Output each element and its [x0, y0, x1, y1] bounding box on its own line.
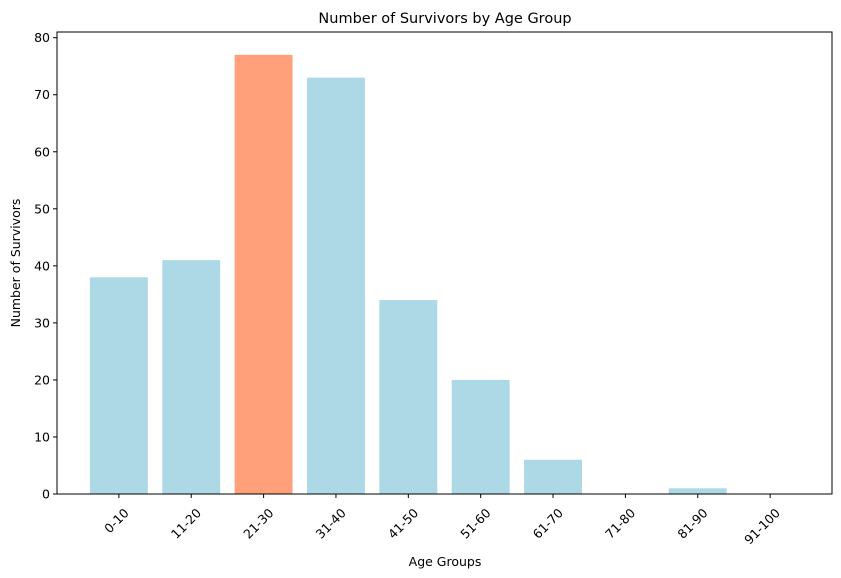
x-axis-ticks: 0-10 11-20 21-30 31-40 41-50 51-60 61-70 71-80 8…: [101, 494, 783, 547]
y-tick-label: 70: [34, 87, 50, 102]
y-tick-label: 50: [34, 201, 50, 216]
bar-21-30: [234, 54, 293, 494]
y-tick-label: 10: [34, 429, 50, 444]
y-axis-ticks: 0 10 20 30 40 50 60 70 80: [34, 30, 57, 502]
x-tick-label: 71-80: [602, 505, 638, 541]
bar-51-60: [451, 379, 510, 494]
x-tick-label: 81-90: [674, 505, 710, 541]
bar-81-90: [668, 488, 727, 494]
x-tick-label: 51-60: [457, 505, 493, 541]
y-axis-label: Number of Survivors: [8, 199, 23, 328]
chart-title: Number of Survivors by Age Group: [318, 11, 571, 27]
x-tick-label: 31-40: [313, 505, 349, 541]
y-tick-label: 0: [42, 487, 50, 502]
x-tick-label: 91-100: [741, 505, 783, 547]
bar-31-40: [307, 77, 365, 494]
x-tick-label: 0-10: [101, 505, 132, 536]
y-tick-label: 20: [34, 372, 50, 387]
x-tick-label: 11-20: [168, 505, 204, 541]
bar-61-70: [524, 459, 582, 494]
x-tick-label: 41-50: [385, 505, 421, 541]
y-tick-label: 40: [34, 258, 50, 273]
x-tick-label: 21-30: [240, 505, 276, 541]
bars-group: [89, 54, 727, 494]
bar-41-50: [379, 300, 438, 494]
x-axis-label: Age Groups: [409, 554, 482, 569]
bar-11-20: [162, 260, 221, 494]
x-tick-label: 61-70: [530, 505, 566, 541]
y-tick-label: 80: [34, 30, 50, 45]
plot-frame: [56, 31, 833, 495]
y-tick-label: 60: [34, 144, 50, 159]
bar-0-10: [89, 277, 148, 494]
y-tick-label: 30: [34, 315, 50, 330]
